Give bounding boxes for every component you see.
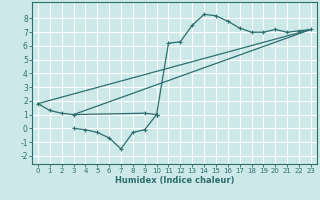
X-axis label: Humidex (Indice chaleur): Humidex (Indice chaleur) (115, 176, 234, 185)
